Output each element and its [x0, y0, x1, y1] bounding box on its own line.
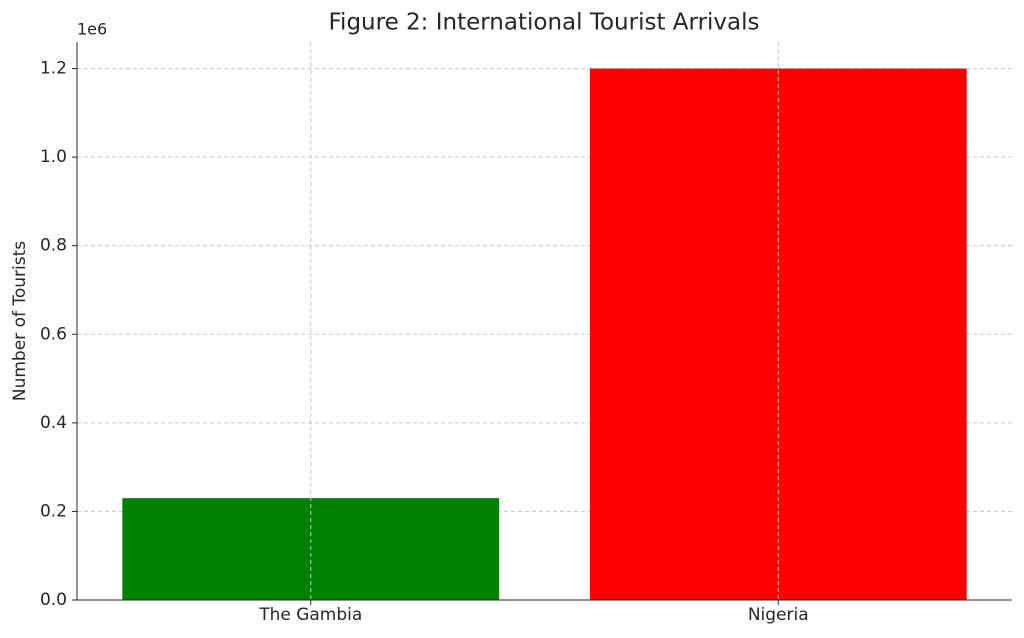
y-offset-label: 1e6	[77, 20, 107, 39]
x-tick-label: The Gambia	[258, 605, 362, 625]
y-tick-label: 0.0	[40, 590, 67, 610]
y-tick-label: 0.6	[40, 324, 67, 344]
y-axis-label: Number of Tourists	[10, 241, 30, 401]
y-tick-label: 0.2	[40, 501, 67, 521]
chart-title: Figure 2: International Tourist Arrivals	[329, 10, 760, 36]
x-tick-label: Nigeria	[748, 605, 809, 625]
y-tick-label: 0.8	[40, 236, 67, 256]
y-tick-label: 1.0	[40, 147, 67, 167]
y-tick-label: 0.4	[40, 413, 67, 433]
y-tick-label: 1.2	[40, 59, 67, 79]
